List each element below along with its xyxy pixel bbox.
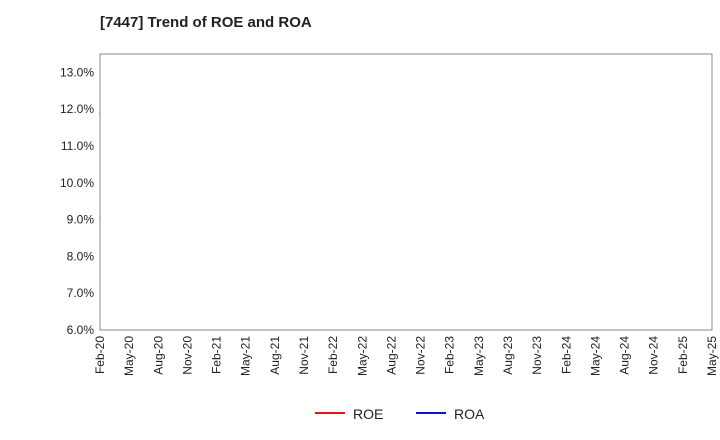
x-tick-label: Nov-21 bbox=[297, 336, 311, 375]
x-tick-label: Aug-24 bbox=[618, 336, 632, 375]
y-tick-label: 13.0% bbox=[60, 65, 94, 79]
x-tick-label: Feb-23 bbox=[443, 336, 457, 374]
chart-title: [7447] Trend of ROE and ROA bbox=[100, 14, 312, 31]
y-tick-label: 9.0% bbox=[67, 213, 95, 227]
x-tick-label: Feb-21 bbox=[210, 336, 224, 374]
x-tick-label: Feb-20 bbox=[93, 336, 107, 374]
x-tick-label: Feb-24 bbox=[559, 336, 573, 374]
x-tick-label: Feb-25 bbox=[676, 336, 690, 374]
y-tick-label: 11.0% bbox=[61, 139, 94, 153]
x-tick-label: Feb-22 bbox=[326, 336, 340, 374]
y-tick-label: 8.0% bbox=[67, 249, 95, 263]
x-tick-label: Aug-20 bbox=[151, 336, 165, 375]
x-tick-label: Nov-20 bbox=[180, 336, 194, 375]
y-tick-labels: 6.0% 7.0% 8.0% 9.0% 10.0% 11.0% 12.0% 13.0% bbox=[60, 65, 94, 337]
x-tick-label: May-24 bbox=[588, 336, 602, 376]
x-tick-label: May-21 bbox=[239, 336, 253, 376]
legend-roa-label: ROA bbox=[454, 406, 485, 422]
x-tick-label: May-23 bbox=[472, 336, 486, 376]
x-tick-label: Nov-22 bbox=[414, 336, 428, 375]
x-tick-label: Aug-21 bbox=[268, 336, 282, 375]
y-tick-label: 6.0% bbox=[67, 323, 95, 337]
x-tick-labels: Feb-20 May-20 Aug-20 Nov-20 Feb-21 May-21 Aug-… bbox=[93, 336, 719, 376]
x-tick-label: Aug-23 bbox=[501, 336, 515, 375]
legend-roe-label: ROE bbox=[353, 406, 383, 422]
plot-area bbox=[99, 53, 713, 331]
x-tick-label: May-20 bbox=[122, 336, 136, 376]
y-tick-label: 12.0% bbox=[60, 102, 94, 116]
axes bbox=[99, 53, 713, 331]
x-tick-label: Nov-23 bbox=[530, 336, 544, 375]
y-tick-label: 7.0% bbox=[67, 286, 95, 300]
x-tick-label: Nov-24 bbox=[647, 336, 661, 375]
legend: ROE ROA bbox=[315, 406, 485, 422]
x-tick-label: May-25 bbox=[705, 336, 719, 376]
y-tick-label: 10.0% bbox=[60, 176, 94, 190]
x-tick-label: May-22 bbox=[355, 336, 369, 376]
x-tick-label: Aug-22 bbox=[384, 336, 398, 375]
